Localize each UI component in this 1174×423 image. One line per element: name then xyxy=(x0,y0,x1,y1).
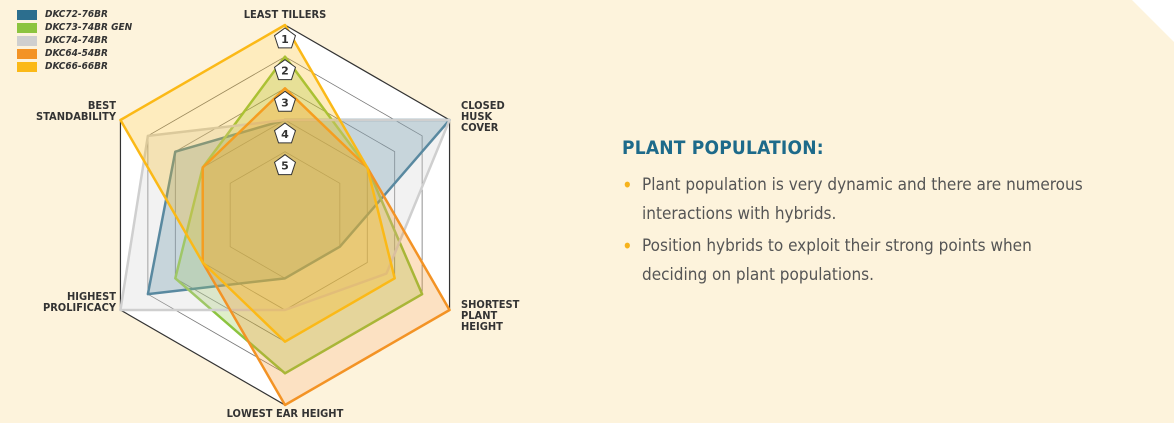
r-tick-label: 1 xyxy=(281,33,289,46)
legend-item: DKC72-76BR xyxy=(17,10,137,20)
tick-badge xyxy=(273,27,297,49)
legend-label: DKC74-74BR xyxy=(45,35,108,46)
series-area xyxy=(119,23,396,343)
tick-badge xyxy=(273,59,297,81)
legend-item: DKC73-74BR GEN xyxy=(17,23,137,33)
axis-label: LOWEST EAR HEIGHT xyxy=(226,407,344,420)
legend-swatch xyxy=(17,10,37,20)
legend-label: DKC64-54BR xyxy=(45,48,108,59)
legend-swatch xyxy=(17,23,37,33)
legend-item: DKC64-54BR xyxy=(17,49,137,59)
r-tick-label: 3 xyxy=(281,96,289,109)
legend-swatch xyxy=(17,62,37,72)
legend-swatch xyxy=(17,36,37,46)
legend-label: DKC72-76BR xyxy=(45,9,108,20)
tick-badge xyxy=(273,154,297,176)
r-tick-label: 2 xyxy=(281,65,289,78)
legend-label: DKC73-74BR GEN xyxy=(45,22,133,33)
bullet: Position hybrids to exploit their strong… xyxy=(622,232,1092,290)
legend-label: DKC66-66BR xyxy=(45,61,108,72)
tick-badge xyxy=(273,90,297,112)
axis-label: SHORTEST PLANT HEIGHT xyxy=(461,298,520,333)
axis-label: LEAST TILLERS xyxy=(243,8,327,21)
heading: PLANT POPULATION: xyxy=(622,137,824,159)
tick-badge xyxy=(273,122,297,144)
axis-label: CLOSED HUSK COVER xyxy=(461,99,505,134)
legend-item: DKC74-74BR xyxy=(17,36,137,46)
r-tick-label: 4 xyxy=(281,128,289,141)
legend-item: DKC66-66BR xyxy=(17,62,137,72)
bullet-list: Plant population is very dynamic and the… xyxy=(622,171,1092,290)
legend-swatch xyxy=(17,49,37,59)
axis-label: HIGHEST PROLIFICACY xyxy=(42,290,116,314)
bullet: Plant population is very dynamic and the… xyxy=(622,171,1092,229)
r-tick-label: 5 xyxy=(281,160,289,173)
axis-label: BEST STANDABILITY xyxy=(36,99,116,123)
text-panel: PLANT POPULATION: Plant population is ve… xyxy=(622,137,1092,293)
